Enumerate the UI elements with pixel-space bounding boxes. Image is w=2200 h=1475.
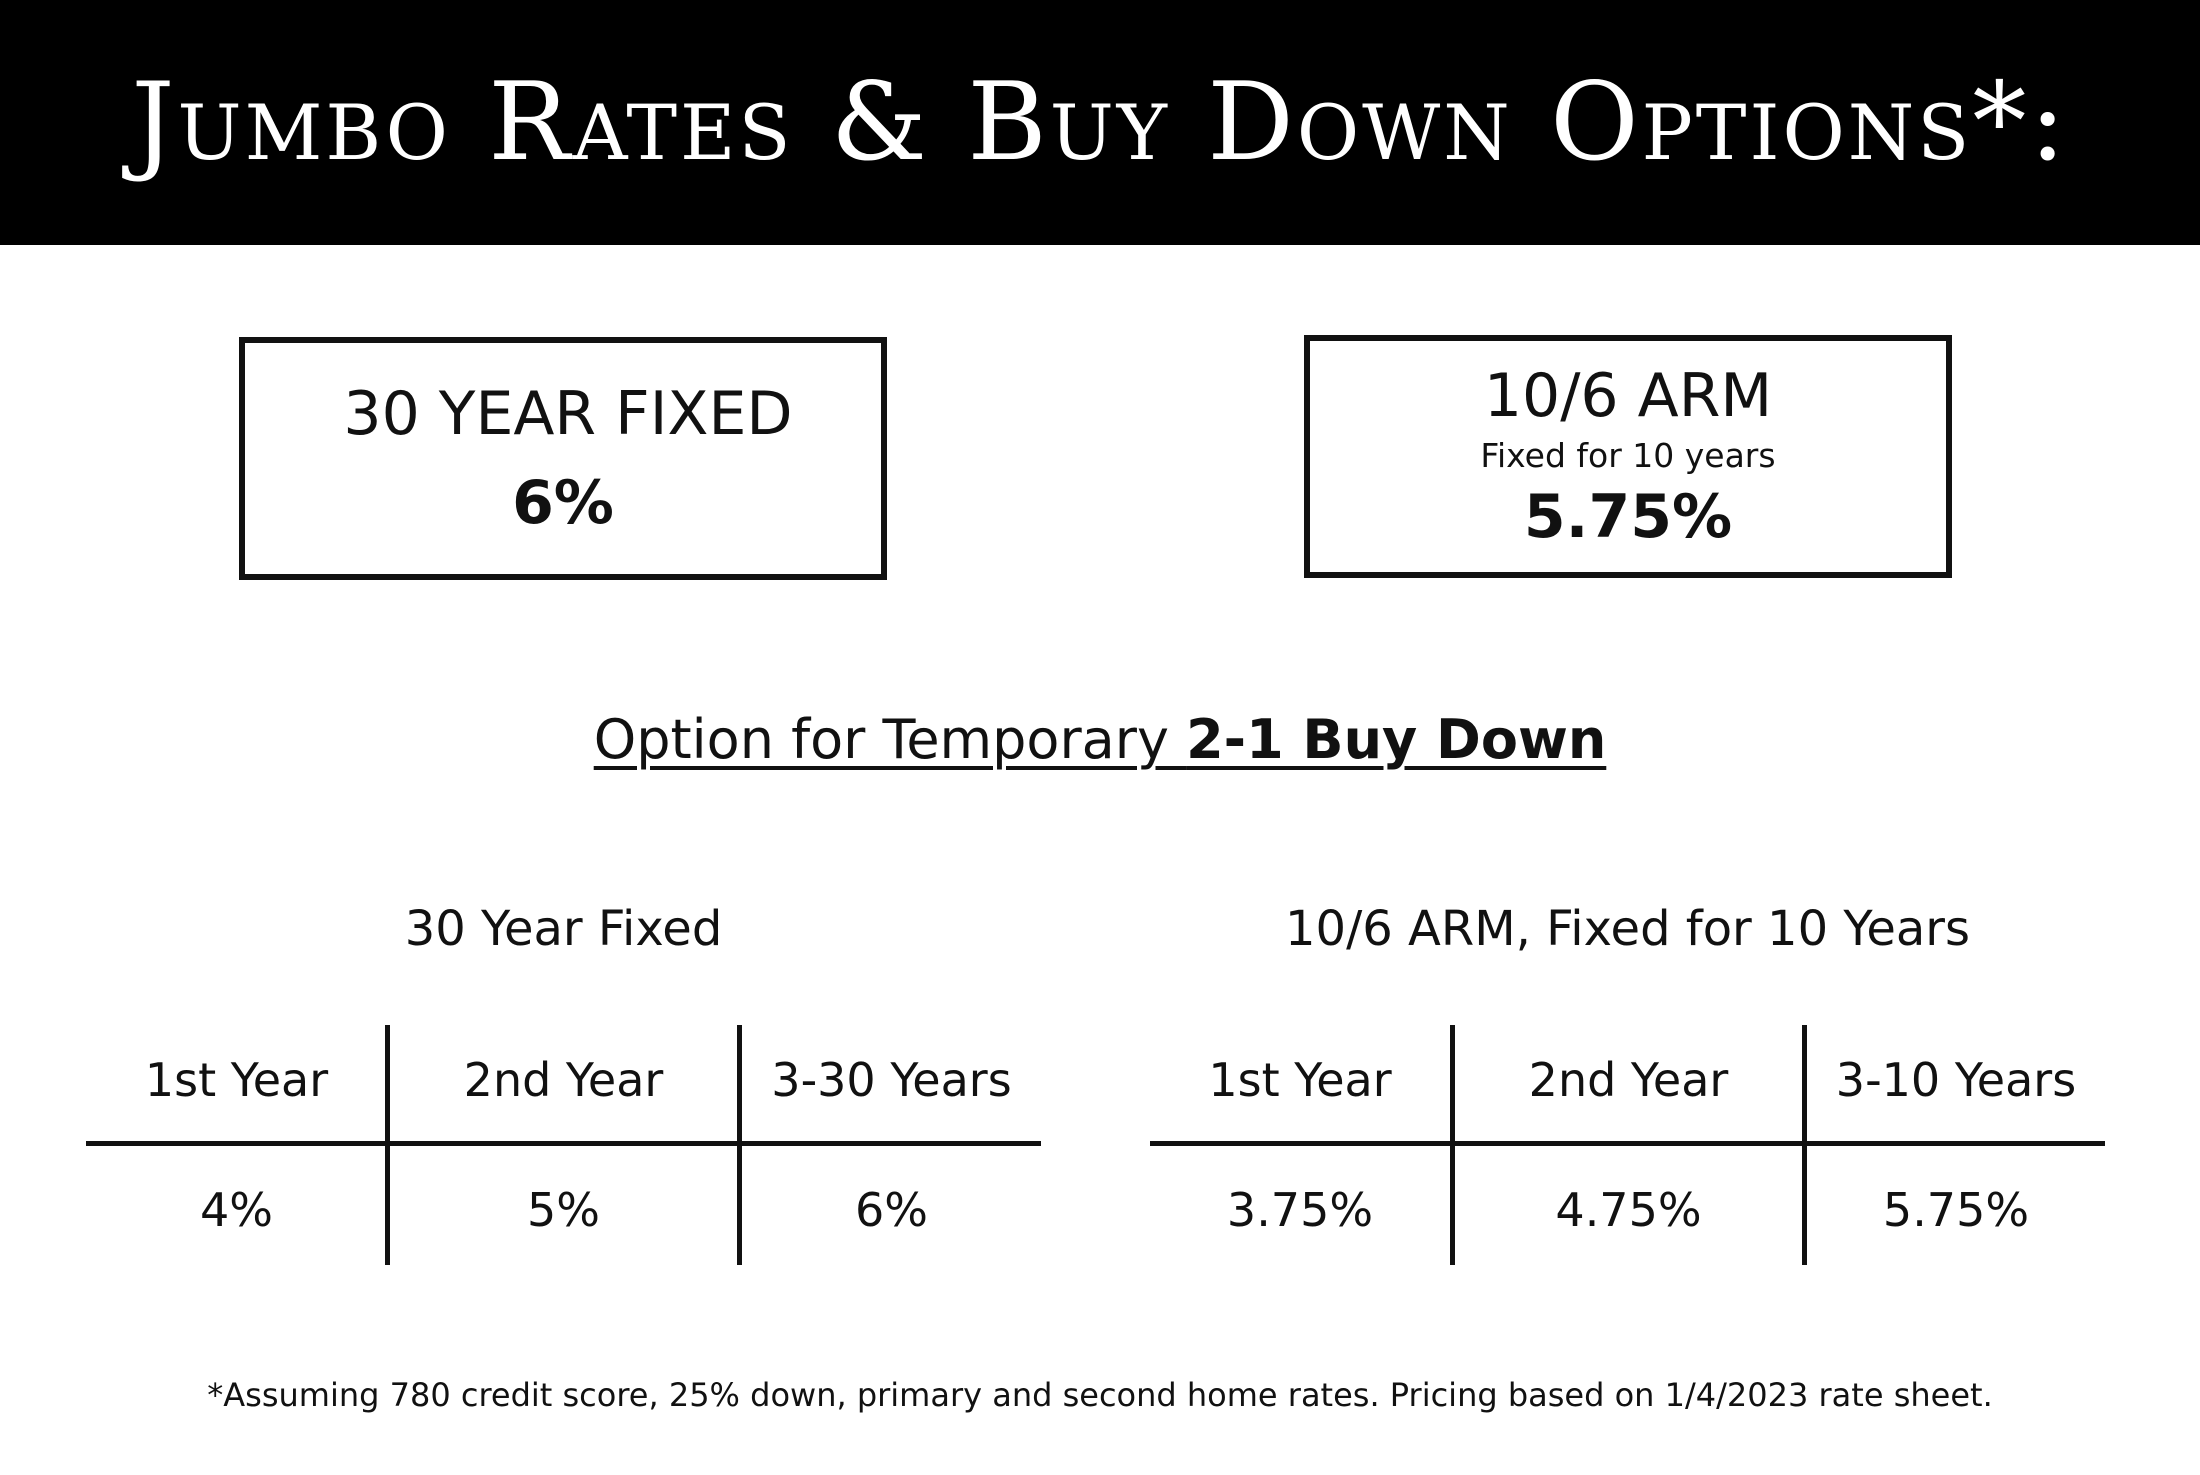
rate-box-rate: 6% <box>512 467 614 538</box>
table-value-cell: 3.75% <box>1226 1183 1374 1237</box>
table-divider-vertical <box>737 1025 742 1265</box>
buydown-table-fixed: 1st Year 2nd Year 3-30 Years 4% 5% 6% <box>86 1025 1041 1265</box>
table-header-cell: 2nd Year <box>1528 1053 1729 1107</box>
table-divider-horizontal <box>1150 1141 2105 1146</box>
header-banner: Jumbo Rates & Buy Down Options*: <box>0 0 2200 245</box>
buydown-heading: Option for Temporary 2-1 Buy Down <box>0 705 2200 775</box>
table-value-cell: 6% <box>855 1183 928 1237</box>
table-value-cell: 5.75% <box>1882 1183 2030 1237</box>
table-title-fixed: 30 Year Fixed <box>404 901 723 957</box>
table-value-cell: 4% <box>200 1183 273 1237</box>
table-divider-vertical <box>1450 1025 1455 1265</box>
table-header-cell: 1st Year <box>1208 1053 1392 1107</box>
buydown-table-arm: 1st Year 2nd Year 3-10 Years 3.75% 4.75%… <box>1150 1025 2105 1265</box>
rate-box-rate: 5.75% <box>1523 481 1733 552</box>
table-divider-horizontal <box>86 1141 1041 1146</box>
rate-box-subtitle: Fixed for 10 years <box>1480 435 1776 475</box>
table-header-cell: 3-10 Years <box>1835 1053 2077 1107</box>
buydown-heading-prefix: Option for Temporary <box>593 708 1187 771</box>
table-value-cell: 5% <box>527 1183 600 1237</box>
table-header-cell: 1st Year <box>144 1053 329 1107</box>
table-title-arm: 10/6 ARM, Fixed for 10 Years <box>1284 901 1971 957</box>
table-divider-vertical <box>1802 1025 1807 1265</box>
table-header-cell: 3-30 Years <box>771 1053 1012 1107</box>
page-title: Jumbo Rates & Buy Down Options*: <box>131 60 2069 185</box>
rate-box-30-year-fixed: 30 YEAR FIXED 6% <box>239 337 887 580</box>
rate-box-title: 30 YEAR FIXED <box>343 378 793 449</box>
table-value-cell: 4.75% <box>1555 1183 1702 1237</box>
footnote: *Assuming 780 credit score, 25% down, pr… <box>207 1376 1993 1414</box>
buydown-heading-bold: 2-1 Buy Down <box>1186 708 1607 771</box>
table-divider-vertical <box>385 1025 390 1265</box>
rate-box-title: 10/6 ARM <box>1483 360 1773 431</box>
table-header-cell: 2nd Year <box>463 1053 664 1107</box>
rate-box-10-6-arm: 10/6 ARM Fixed for 10 years 5.75% <box>1304 335 1952 578</box>
